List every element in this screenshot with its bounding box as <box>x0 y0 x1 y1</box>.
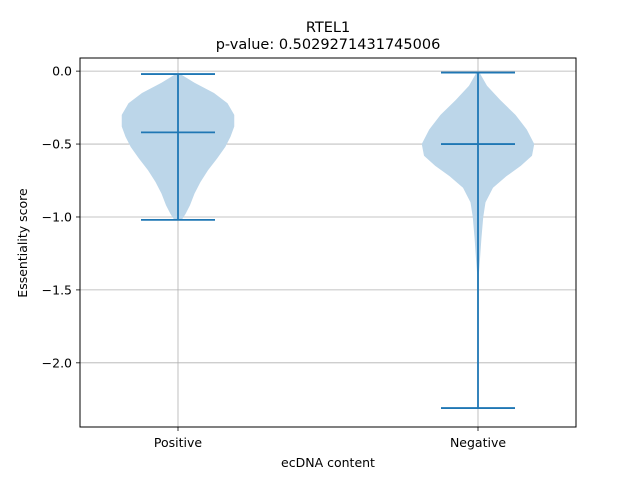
x-tick-label: Negative <box>450 435 506 450</box>
x-axis-label: ecDNA content <box>281 455 375 470</box>
y-tick-label: 0.0 <box>52 64 72 79</box>
y-axis-label: Essentiality score <box>15 188 30 298</box>
y-tick-label: −1.5 <box>42 282 72 297</box>
y-tick-label: −0.5 <box>42 137 72 152</box>
chart-title: RTEL1 <box>306 20 350 36</box>
violins <box>121 72 535 409</box>
chart-subtitle: p-value: 0.5029271431745006 <box>216 37 441 53</box>
plot-frame <box>79 57 577 428</box>
y-axis-ticks: 0.0 −0.5 −1.0 −1.5 −2.0 <box>42 64 80 370</box>
y-tick-label: −2.0 <box>42 355 72 370</box>
y-tick-label: −1.0 <box>42 209 72 224</box>
violin-stat-lines <box>141 71 515 409</box>
x-tick-label: Positive <box>154 435 202 450</box>
x-axis-ticks: Positive Negative <box>154 427 506 450</box>
